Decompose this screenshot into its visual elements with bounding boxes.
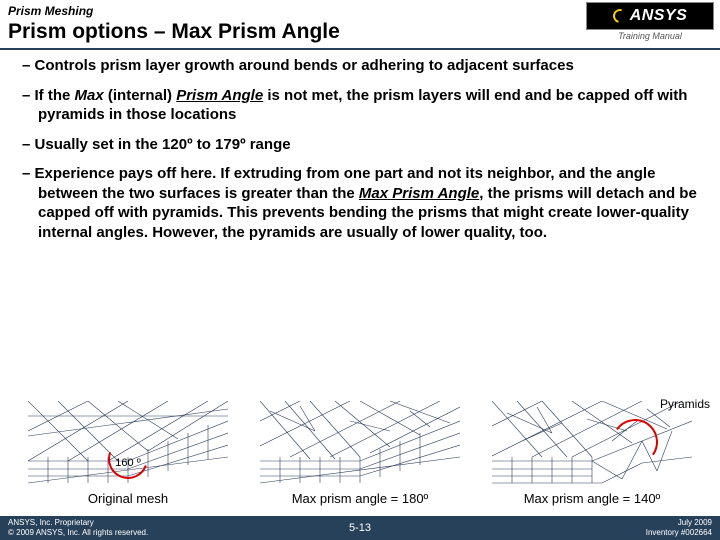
bullet-item: Usually set in the 120º to 179º range (22, 135, 704, 155)
footer-right: July 2009 Inventory #002664 (646, 518, 712, 537)
bullet-item: Controls prism layer growth around bends… (22, 56, 704, 76)
logo-area: ANSYS Training Manual (586, 2, 714, 41)
footer-left: ANSYS, Inc. Proprietary © 2009 ANSYS, In… (8, 518, 148, 537)
diagram-caption: Original mesh (12, 491, 244, 506)
pyramids-label: Pyramids (660, 397, 710, 411)
footer-bar: ANSYS, Inc. Proprietary © 2009 ANSYS, In… (0, 516, 720, 540)
diagram-180: Max prism angle = 180º (244, 401, 476, 506)
footer-inventory: Inventory #002664 (646, 528, 712, 538)
content-area: Controls prism layer growth around bends… (0, 56, 720, 242)
diagram-original: 160 º Original mesh (12, 401, 244, 506)
diagram-140: Pyramids Max prism angle = 140º (476, 401, 708, 506)
mesh-180-icon (260, 401, 460, 487)
bullet-item: If the Max (internal) Prism Angle is not… (22, 86, 704, 125)
mesh-140-icon (492, 401, 692, 487)
angle-label: 160 º (115, 457, 140, 469)
ansys-logo: ANSYS (586, 2, 714, 30)
bullet-item: Experience pays off here. If extruding f… (22, 164, 704, 242)
footer-proprietary: ANSYS, Inc. Proprietary (8, 518, 148, 528)
footer-date: July 2009 (646, 518, 712, 528)
diagrams-row: 160 º Original mesh (0, 376, 720, 506)
logo-swoosh-icon (610, 6, 629, 25)
logo-text: ANSYS (630, 7, 688, 25)
footer-copyright: © 2009 ANSYS, Inc. All rights reserved. (8, 528, 148, 538)
training-manual-label: Training Manual (586, 31, 714, 41)
header-divider (0, 48, 720, 50)
diagram-caption: Max prism angle = 140º (476, 491, 708, 506)
diagram-caption: Max prism angle = 180º (244, 491, 476, 506)
footer-page: 5-13 (349, 522, 371, 534)
